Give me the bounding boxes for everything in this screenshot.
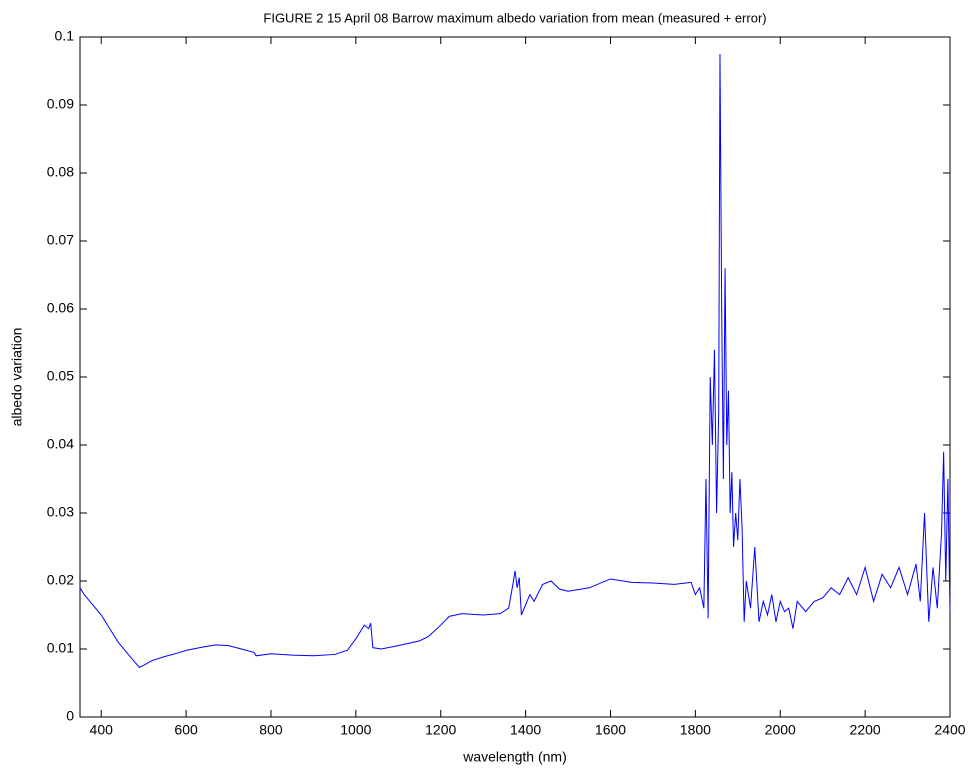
x-tick-label: 2400 (934, 722, 965, 738)
y-tick-label: 0.1 (55, 28, 75, 44)
y-tick-label: 0 (66, 708, 74, 724)
x-tick-label: 1400 (510, 722, 541, 738)
y-tick-label: 0.04 (47, 436, 74, 452)
y-tick-label: 0.06 (47, 300, 74, 316)
y-tick-label: 0.07 (47, 232, 74, 248)
x-tick-label: 1200 (425, 722, 456, 738)
y-axis-label: albedo variation (9, 328, 25, 427)
data-line (79, 53, 951, 668)
x-tick-label: 1600 (595, 722, 626, 738)
x-tick-label: 1800 (680, 722, 711, 738)
y-tick-label: 0.02 (47, 572, 74, 588)
y-tick-label: 0.01 (47, 640, 74, 656)
x-tick-label: 600 (174, 722, 198, 738)
x-axis-label: wavelength (nm) (462, 749, 567, 765)
y-tick-label: 0.08 (47, 164, 74, 180)
x-tick-label: 400 (90, 722, 114, 738)
x-tick-label: 800 (259, 722, 283, 738)
y-tick-label: 0.05 (47, 368, 74, 384)
x-tick-label: 1000 (340, 722, 371, 738)
x-tick-label: 2200 (850, 722, 881, 738)
x-tick-label: 2000 (765, 722, 796, 738)
y-tick-label: 0.03 (47, 504, 74, 520)
chart-title: FIGURE 2 15 April 08 Barrow maximum albe… (263, 10, 766, 25)
y-tick-label: 0.09 (47, 96, 74, 112)
